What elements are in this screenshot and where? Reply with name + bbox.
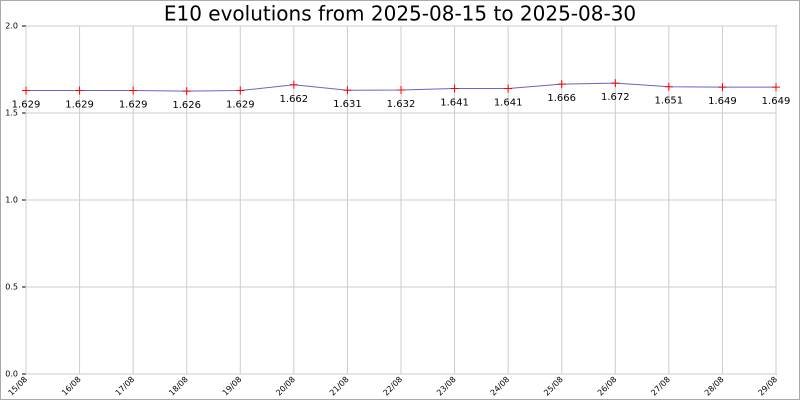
marker (182, 87, 191, 96)
y-tick-label: 0.5 (5, 283, 18, 292)
value-label: 1.626 (172, 100, 201, 111)
value-label: 1.662 (280, 94, 309, 105)
marker (289, 80, 298, 89)
marker (557, 80, 566, 89)
value-label: 1.641 (440, 97, 469, 108)
y-tick-label: 2.0 (5, 22, 18, 31)
chart-title: E10 evolutions from 2025-08-15 to 2025-0… (164, 2, 636, 26)
value-label: 1.629 (119, 100, 148, 111)
value-label: 1.629 (226, 100, 255, 111)
marker (22, 86, 30, 95)
marker (611, 79, 620, 88)
value-label: 1.641 (494, 97, 523, 108)
marker (664, 82, 673, 91)
value-label: 1.632 (387, 99, 416, 110)
value-label: 1.666 (547, 93, 576, 104)
value-label: 1.629 (65, 100, 94, 111)
marker (129, 86, 138, 95)
value-label: 1.672 (601, 92, 630, 103)
marker (343, 86, 352, 95)
value-label: 1.649 (708, 96, 737, 107)
marker (718, 83, 727, 92)
value-label: 1.631 (333, 99, 362, 110)
y-tick-label: 1.5 (5, 109, 18, 118)
value-label: 1.629 (12, 100, 41, 111)
marker (397, 86, 405, 95)
y-tick-label: 1.0 (5, 196, 18, 205)
y-tick-label: 0.0 (5, 370, 18, 379)
value-label: 1.649 (762, 96, 791, 107)
value-label: 1.651 (655, 96, 684, 107)
marker (504, 84, 513, 93)
marker (772, 83, 780, 92)
marker (236, 86, 245, 95)
marker (75, 86, 84, 95)
marker (450, 84, 459, 93)
